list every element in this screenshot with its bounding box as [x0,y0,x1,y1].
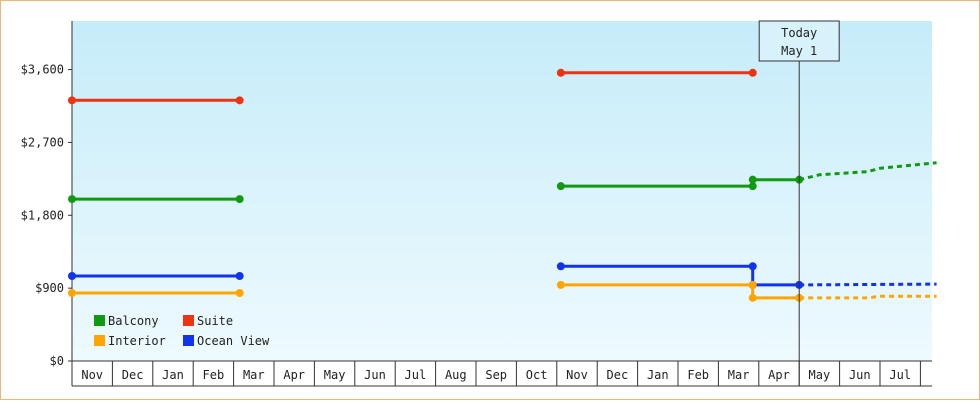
y-tick-label: $3,600 [21,63,64,77]
y-tick-label: $0 [50,354,64,368]
x-tick-label: Feb [687,368,709,382]
plot-area [72,21,932,361]
data-point [235,289,244,297]
x-tick-label: Mar [243,368,265,382]
x-tick-label: Sep [485,368,507,382]
x-tick-label: Apr [768,368,790,382]
data-point [68,195,76,204]
data-point [748,262,757,271]
x-tick-label: Aug [445,368,467,382]
today-label: Today [781,26,817,40]
x-tick-label: Nov [566,368,588,382]
data-point [235,195,244,204]
data-point [68,96,76,105]
x-tick-label: Jan [647,368,669,382]
x-tick-label: Feb [203,368,225,382]
data-point [68,272,76,280]
y-tick-label: $2,700 [21,135,64,149]
series-interior [68,280,937,302]
data-point [235,272,244,280]
x-tick-label: Mar [728,368,750,382]
x-axis: Nov Dec Jan Feb Mar Apr May Jun Jul Aug Sep Oct Nov D… [71,360,932,387]
data-point [748,293,757,302]
data-point [556,280,565,289]
data-point [748,68,757,77]
data-point [235,96,244,105]
series-forecast-line [798,161,937,182]
x-tick-label: Jul [405,368,427,382]
x-tick-label: Apr [283,368,305,382]
x-tick-label: May [324,368,346,382]
x-tick-label: May [809,368,831,382]
x-tick-label: Jul [889,368,911,382]
y-axis: $0 $900 $1,800 $2,700 $3,600 [21,21,73,368]
x-tick-label: Jun [849,368,871,382]
data-point [556,182,565,191]
x-tick-label: Dec [122,368,144,382]
data-point [556,262,565,271]
y-tick-label: $900 [35,281,64,295]
legend-label: Balcony [108,314,159,328]
series-forecast-line [799,294,937,300]
legend: Balcony Suite Interior Ocean View [94,314,270,348]
legend-label: Interior [108,334,166,348]
x-tick-label: Dec [607,368,629,382]
today-date-label: May 1 [781,44,817,58]
legend-swatch [94,335,105,346]
today-box [758,20,840,62]
series-forecast-line [799,282,937,287]
x-tick-label: Nov [81,368,103,382]
series-suite [68,68,757,105]
data-point [748,280,757,289]
legend-swatch [183,335,194,346]
today-marker: Today May 1 [758,20,840,386]
x-tick-label: Jan [162,368,184,382]
legend-swatch [94,315,105,326]
data-point [556,68,565,77]
series-line [560,264,800,287]
legend-item-ocean-view: Ocean View [183,334,270,348]
series-layer [68,68,937,302]
legend-item-suite: Suite [183,314,233,328]
series-balcony [68,161,937,204]
legend-item-balcony: Balcony [94,314,159,328]
data-point [68,289,76,297]
data-point [748,175,757,184]
data-point [748,182,757,191]
series-line [560,283,800,300]
legend-label: Suite [197,314,233,328]
x-tick-label: Oct [526,368,548,382]
legend-swatch [183,315,194,326]
x-tick-label: Jun [364,368,386,382]
legend-item-interior: Interior [94,334,166,348]
series-ocean-view [68,262,937,289]
legend-label: Ocean View [197,334,270,348]
y-tick-label: $1,800 [21,208,64,222]
